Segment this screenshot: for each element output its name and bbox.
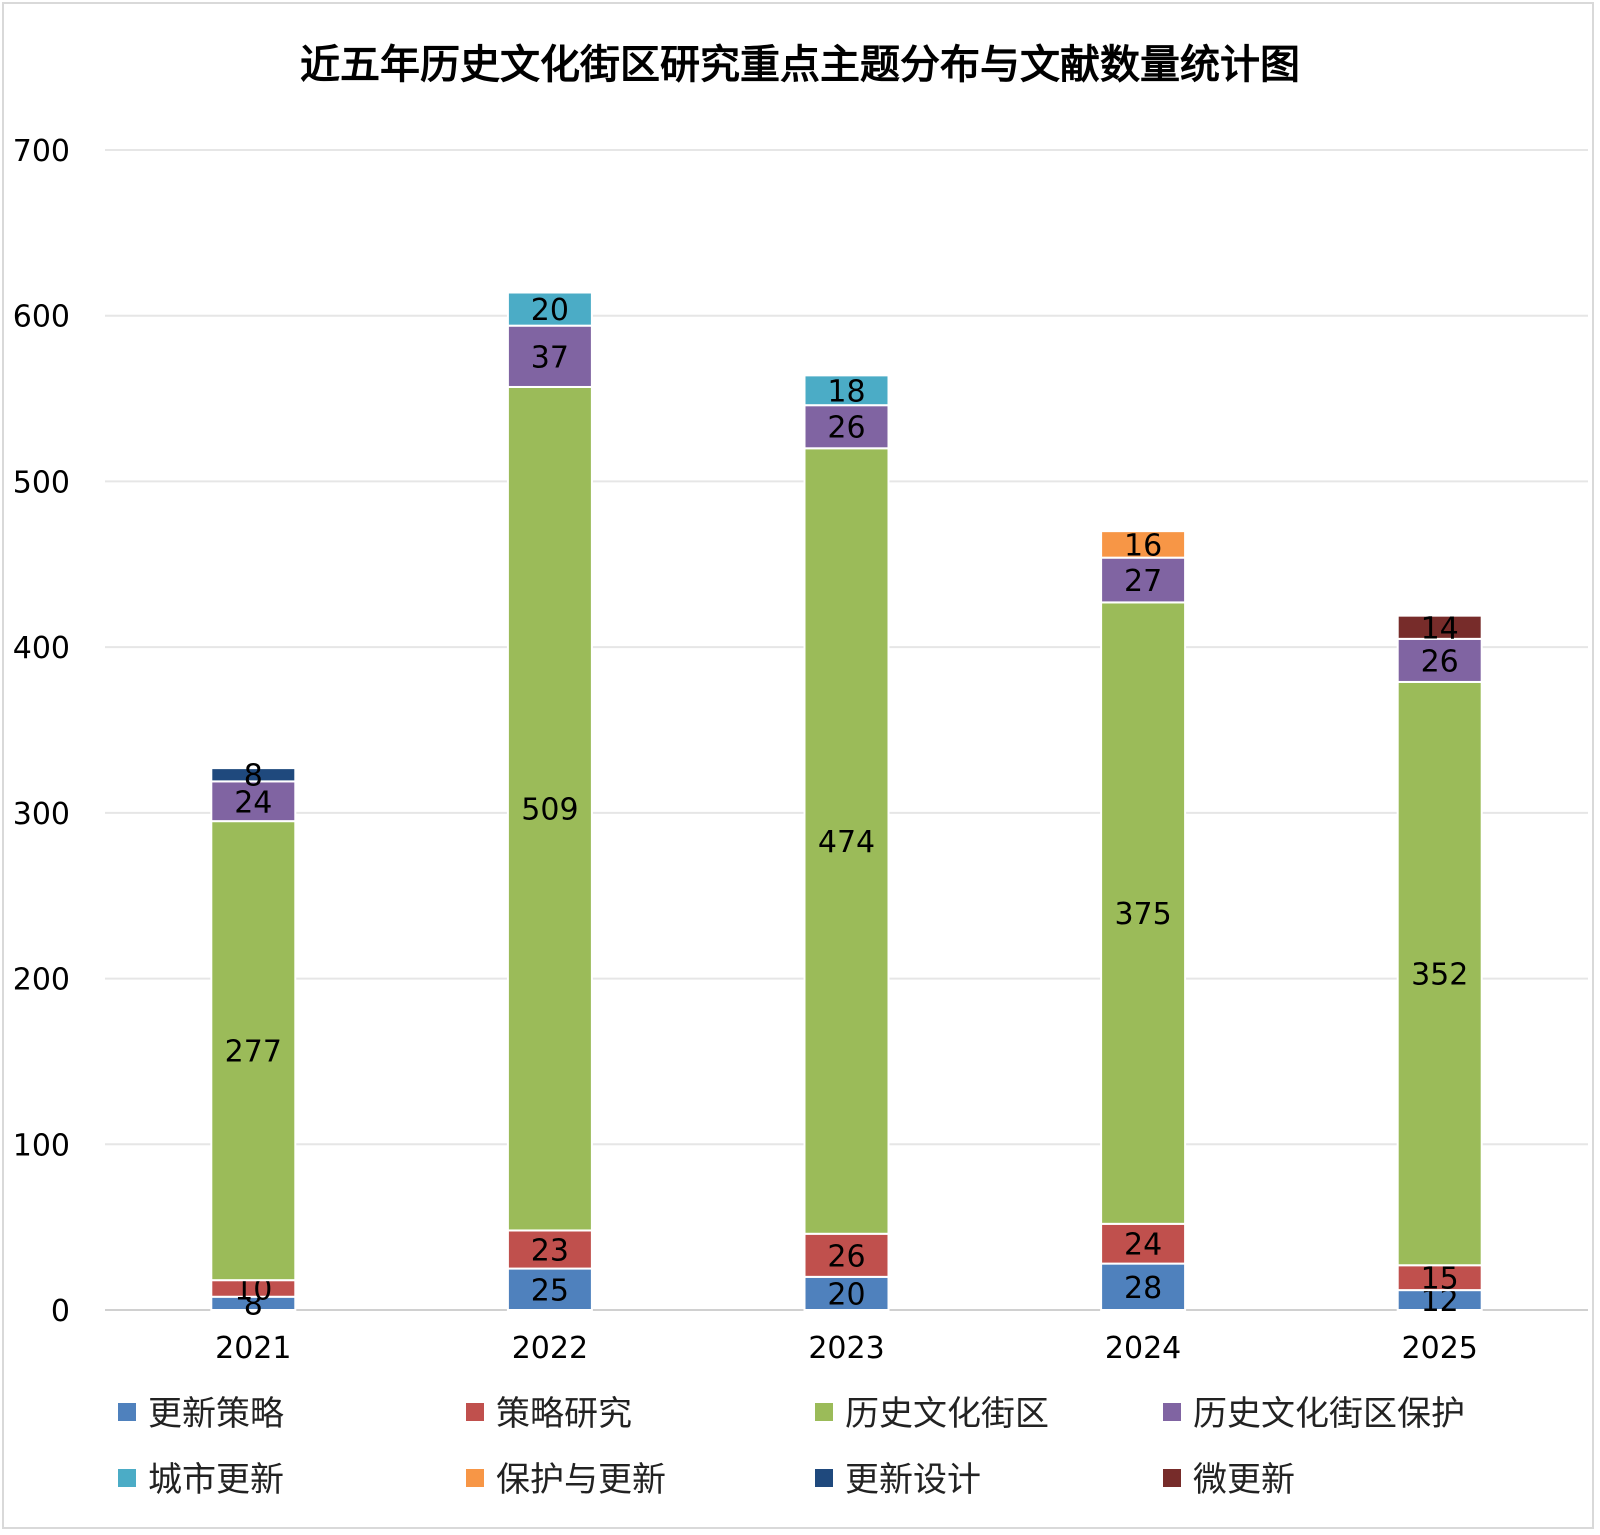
data-label: 20 [531, 293, 569, 328]
data-label: 20 [827, 1277, 865, 1312]
x-tick-label: 2024 [1105, 1331, 1181, 1366]
y-axis: 0 100 200 300 400 500 600 700 [13, 134, 70, 1329]
data-label: 23 [531, 1234, 569, 1269]
x-tick-label: 2021 [215, 1331, 291, 1366]
data-label: 509 [521, 793, 578, 828]
data-label: 14 [1421, 611, 1459, 646]
legend-swatch [1163, 1469, 1181, 1487]
legend-swatch [815, 1403, 833, 1421]
data-label: 18 [827, 374, 865, 409]
bar-segment [1100, 556, 1187, 604]
bar-segment [1100, 530, 1187, 559]
data-label: 8 [244, 759, 263, 794]
x-tick-label: 2025 [1402, 1331, 1478, 1366]
bar-segment [506, 324, 593, 388]
bar-segment [506, 291, 593, 327]
bars: 8102772482523509372020264742618282437527… [210, 291, 1483, 1322]
legend-label: 更新设计 [845, 1460, 981, 1500]
legend-swatch [466, 1469, 484, 1487]
bar-segment [803, 447, 890, 1235]
y-tick-label: 0 [51, 1294, 70, 1329]
y-tick-label: 600 [13, 300, 70, 335]
data-label: 352 [1411, 958, 1468, 993]
bar-segment [210, 780, 297, 823]
data-label: 37 [531, 340, 569, 375]
bar-segment [803, 374, 890, 407]
legend-swatch [118, 1469, 136, 1487]
legend-label: 更新策略 [148, 1394, 284, 1434]
x-tick-label: 2022 [512, 1331, 588, 1366]
bar-segment [1100, 1222, 1187, 1265]
legend-label: 历史文化街区保护 [1193, 1394, 1465, 1434]
bar-segment [1396, 680, 1483, 1267]
data-label: 474 [818, 825, 875, 860]
y-tick-label: 200 [13, 963, 70, 998]
y-tick-label: 100 [13, 1128, 70, 1163]
data-label: 15 [1421, 1262, 1459, 1297]
legend-swatch [466, 1403, 484, 1421]
data-label: 24 [1124, 1228, 1162, 1263]
bar-segment [1100, 1262, 1187, 1311]
bar-segment [210, 767, 297, 783]
bar-segment [803, 1232, 890, 1278]
bar-segment [210, 820, 297, 1282]
legend-label: 城市更新 [148, 1460, 284, 1500]
chart-title: 近五年历史文化街区研究重点主题分布与文献数量统计图 [300, 42, 1300, 88]
data-label: 375 [1114, 897, 1171, 932]
bar-segment [1396, 614, 1483, 640]
y-tick-label: 500 [13, 465, 70, 500]
data-label: 277 [225, 1035, 282, 1070]
legend-swatch [1163, 1403, 1181, 1421]
data-label: 16 [1124, 528, 1162, 563]
legend-label: 保护与更新 [496, 1460, 666, 1500]
y-tick-label: 400 [13, 631, 70, 666]
data-label: 27 [1124, 564, 1162, 599]
legend-label: 微更新 [1193, 1460, 1295, 1500]
bar-segment [506, 1267, 593, 1311]
x-tick-label: 2023 [808, 1331, 884, 1366]
data-label: 26 [1421, 644, 1459, 679]
data-label: 28 [1124, 1271, 1162, 1306]
y-tick-label: 300 [13, 797, 70, 832]
bar-segment [803, 404, 890, 450]
legend-label: 历史文化街区 [845, 1394, 1049, 1434]
y-tick-label: 700 [13, 134, 70, 169]
legend-swatch [118, 1403, 136, 1421]
data-label: 25 [531, 1273, 569, 1308]
x-axis: 2021 2022 2023 2024 2025 [215, 1331, 1478, 1366]
data-label: 26 [827, 411, 865, 446]
legend-swatch [815, 1469, 833, 1487]
data-label: 26 [827, 1239, 865, 1274]
data-label: 24 [234, 785, 272, 820]
bar-segment [506, 385, 593, 1232]
legend-label: 策略研究 [496, 1394, 632, 1434]
